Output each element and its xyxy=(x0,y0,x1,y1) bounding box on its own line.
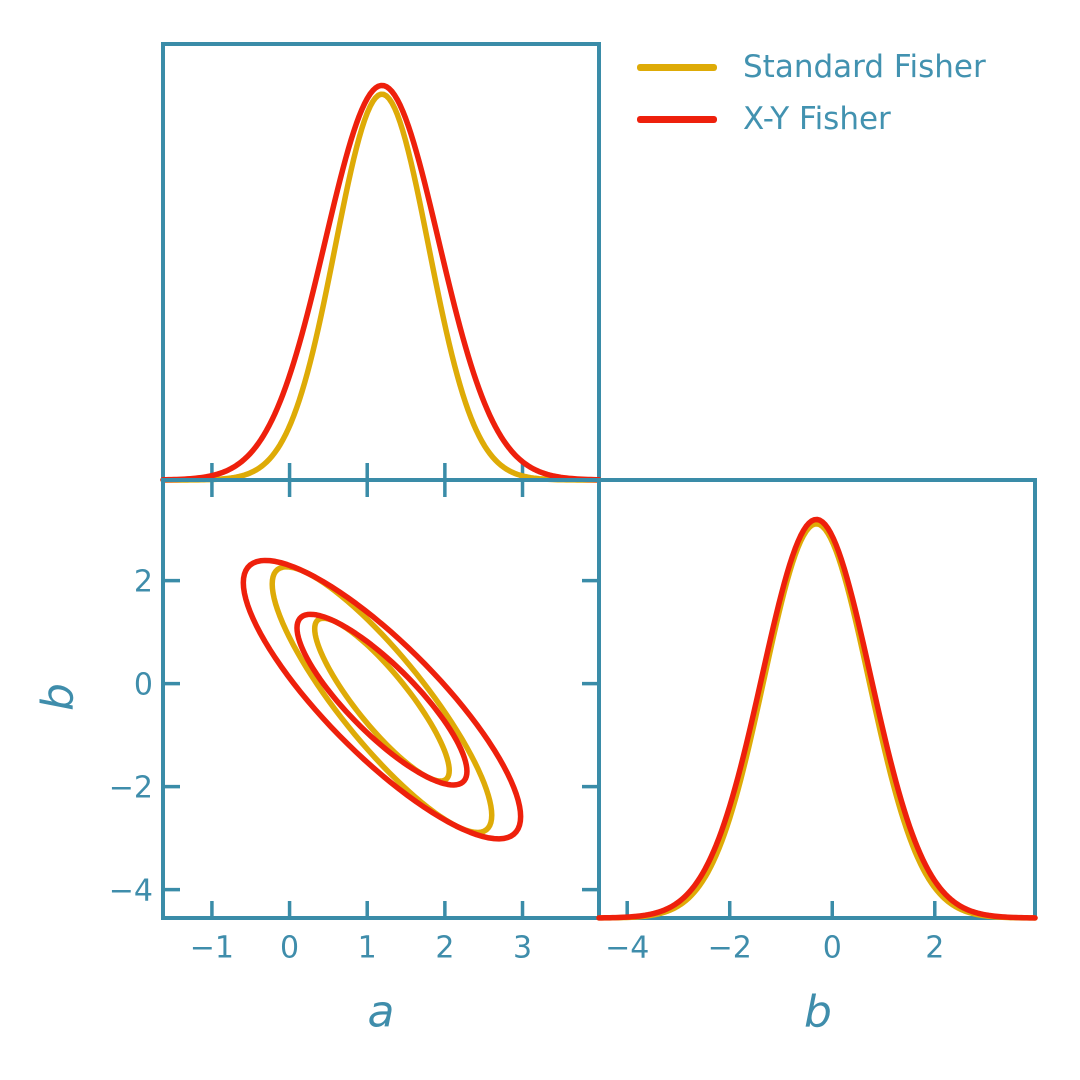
tick-label: 0 xyxy=(822,930,842,966)
tick-label: −1 xyxy=(189,930,235,966)
marginal-curve-a xyxy=(160,91,602,483)
tick-label: −4 xyxy=(605,930,650,966)
tick-label: −2 xyxy=(108,770,153,806)
y-axis-label-b: b xyxy=(32,683,84,711)
legend-label-standard-fisher: Standard Fisher xyxy=(743,49,986,85)
tick-label: 1 xyxy=(357,930,377,966)
panel-border-marginal-a xyxy=(161,42,601,482)
legend-item-standard-fisher: Standard Fisher xyxy=(637,49,986,85)
tick-label: 0 xyxy=(280,930,300,966)
legend-label-xy-fisher: X-Y Fisher xyxy=(743,101,891,137)
tick-label: −4 xyxy=(108,873,153,909)
x-axis-label-b: b xyxy=(804,986,832,1038)
legend-line-xy-fisher-icon xyxy=(637,115,717,123)
legend: Standard Fisher X-Y Fisher xyxy=(637,49,986,154)
marginal-curve-a xyxy=(160,82,602,483)
panel-border-joint-ab xyxy=(161,478,601,920)
tick-label: 3 xyxy=(512,930,533,966)
confidence-ellipse xyxy=(294,611,470,788)
marginal-curve-b xyxy=(596,516,1038,921)
tick-label: 2 xyxy=(925,930,945,966)
tick-label: 0 xyxy=(133,667,153,703)
tick-label: 2 xyxy=(435,930,455,966)
confidence-ellipse xyxy=(240,557,524,842)
legend-item-xy-fisher: X-Y Fisher xyxy=(637,101,986,137)
tick-label: −2 xyxy=(707,930,752,966)
tick-label: 2 xyxy=(133,564,153,600)
marginal-curve-b xyxy=(596,521,1038,921)
legend-line-standard-fisher-icon xyxy=(637,63,717,71)
panel-border-marginal-b xyxy=(597,478,1037,920)
x-axis-label-a: a xyxy=(367,986,395,1038)
